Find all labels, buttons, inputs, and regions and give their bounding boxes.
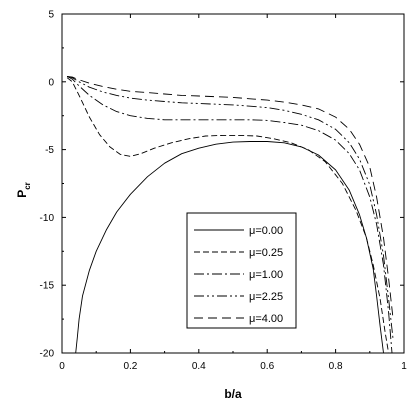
x-tick-label: 0.6: [260, 361, 274, 372]
y-tick-label: -5: [45, 145, 54, 156]
x-axis-ticks: 0 0.2 0.4 0.6 0.8 1: [59, 14, 407, 372]
series-line-3: [66, 75, 394, 340]
legend: μ=0.00 μ=0.25 μ=1.00 μ=2.25 μ=4.00: [186, 212, 297, 329]
x-tick-label: 0.8: [329, 361, 343, 372]
legend-label-4: μ=4.00: [249, 313, 283, 325]
x-axis-title: b/a: [224, 387, 242, 401]
x-tick-label: 0.2: [123, 361, 137, 372]
legend-label-3: μ=2.25: [249, 291, 283, 303]
y-tick-label: -20: [40, 349, 55, 360]
legend-label-2: μ=1.00: [249, 269, 283, 281]
svg-text:Pcr: Pcr: [15, 182, 32, 198]
legend-label-1: μ=0.25: [249, 247, 283, 259]
y-axis-title-main: P: [15, 190, 29, 198]
y-tick-label: 0: [48, 77, 54, 88]
series-line-1: [66, 77, 390, 354]
x-tick-label: 0.4: [192, 361, 206, 372]
y-axis-ticks: 5 0 -5 -10 -15 -20: [40, 10, 404, 360]
series-line-2: [66, 76, 393, 354]
y-axis-title-subscript: cr: [23, 182, 32, 190]
series-line-0: [75, 141, 384, 354]
series-line-4: [67, 75, 394, 320]
x-tick-label: 0: [59, 361, 65, 372]
y-tick-label: 5: [48, 10, 54, 21]
series-layer: [66, 75, 394, 354]
legend-items: μ=0.00 μ=0.25 μ=1.00 μ=2.25 μ=4.00: [194, 225, 283, 325]
y-axis-title: Pcr: [15, 182, 32, 198]
x-tick-label: 1: [401, 361, 407, 372]
legend-box: [186, 212, 297, 329]
y-tick-label: -15: [40, 281, 55, 292]
legend-label-0: μ=0.00: [249, 225, 283, 237]
y-tick-label: -10: [40, 213, 55, 224]
